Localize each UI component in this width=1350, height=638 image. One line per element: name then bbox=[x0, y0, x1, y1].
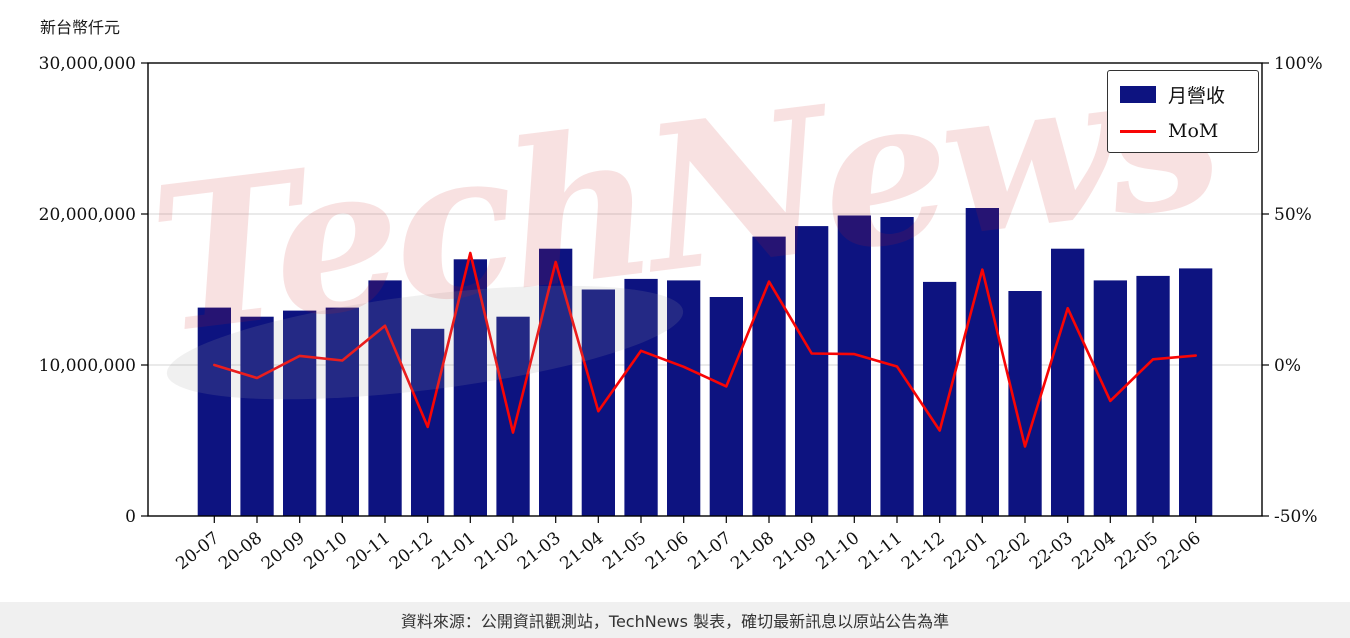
y-left-tick-label: 30,000,000 bbox=[39, 54, 136, 74]
x-tick-label-21-05: 21-05 bbox=[599, 528, 650, 574]
mom-line bbox=[213, 251, 1197, 448]
legend: 月營收 MoM bbox=[1107, 70, 1259, 153]
bar-21-02 bbox=[496, 316, 530, 516]
x-tick-label-20-09: 20-09 bbox=[258, 528, 309, 574]
revenue-swatch-icon bbox=[1120, 86, 1156, 103]
y-left-tick-label: 10,000,000 bbox=[39, 356, 136, 376]
legend-item-revenue: 月營收 bbox=[1120, 81, 1246, 108]
x-tick-label-21-03: 21-03 bbox=[514, 528, 565, 574]
bar-20-09 bbox=[283, 310, 317, 516]
bar-21-06 bbox=[667, 280, 701, 516]
chart-canvas: 0 10,000,000 20,000,000 30,000,000 -50% 0% 50%… bbox=[39, 54, 1323, 574]
x-tick-label-22-02: 22-02 bbox=[983, 528, 1034, 574]
x-tick-label-21-04: 21-04 bbox=[556, 528, 607, 574]
x-tick-label-21-10: 21-10 bbox=[812, 528, 863, 574]
bar-21-07 bbox=[709, 297, 743, 516]
footer-text: 資料來源：公開資訊觀測站，TechNews 製表，確切最新訊息以原站公告為準 bbox=[400, 612, 950, 631]
x-tick-label-21-09: 21-09 bbox=[770, 528, 821, 574]
x-tick-label-21-01: 21-01 bbox=[428, 528, 479, 574]
y-right-tick-label: 100% bbox=[1274, 54, 1323, 74]
x-tick-label-20-12: 20-12 bbox=[386, 528, 437, 574]
revenue-mom-chart: 0 10,000,000 20,000,000 30,000,000 -50% 0% 50%… bbox=[39, 54, 1323, 574]
x-tick-label-22-03: 22-03 bbox=[1026, 528, 1077, 574]
bar-22-06 bbox=[1179, 268, 1213, 516]
legend-revenue-label: 月營收 bbox=[1168, 85, 1226, 107]
x-tick-label-21-12: 21-12 bbox=[898, 528, 949, 574]
legend-item-mom: MoM bbox=[1120, 120, 1246, 142]
y-left-tick-label: 0 bbox=[125, 507, 136, 527]
x-tick-label-21-07: 21-07 bbox=[684, 528, 735, 574]
bar-20-11 bbox=[368, 280, 402, 516]
x-tick-label-21-02: 21-02 bbox=[471, 528, 522, 574]
bar-21-03 bbox=[539, 248, 573, 516]
bar-21-09 bbox=[795, 226, 829, 516]
x-tick-label-21-11: 21-11 bbox=[855, 528, 906, 574]
bar-20-07 bbox=[197, 307, 231, 516]
x-tick-label-20-07: 20-07 bbox=[172, 528, 223, 574]
y-right-tick-label: 50% bbox=[1274, 205, 1312, 225]
bar-21-08 bbox=[752, 236, 786, 516]
y-axis-unit-label: 新台幣仟元 bbox=[40, 18, 121, 37]
x-tick-label-20-11: 20-11 bbox=[343, 528, 394, 574]
x-tick-label-22-05: 22-05 bbox=[1111, 528, 1162, 574]
mom-line-icon bbox=[1120, 129, 1156, 133]
bar-22-03 bbox=[1051, 248, 1085, 516]
bar-22-05 bbox=[1136, 275, 1170, 516]
x-tick-label-22-06: 22-06 bbox=[1154, 528, 1205, 574]
legend-mom-label: MoM bbox=[1168, 120, 1219, 142]
footer: 資料來源：公開資訊觀測站，TechNews 製表，確切最新訊息以原站公告為準 bbox=[0, 602, 1350, 638]
x-tick-label-21-08: 21-08 bbox=[727, 528, 778, 574]
bar-21-10 bbox=[837, 215, 871, 516]
x-tick-label-21-06: 21-06 bbox=[642, 528, 693, 574]
revenue-bars bbox=[197, 208, 1213, 516]
y-left-tick-label: 20,000,000 bbox=[39, 205, 136, 225]
bar-22-01 bbox=[965, 208, 999, 516]
bar-21-12 bbox=[923, 281, 957, 516]
plot-border bbox=[147, 62, 1263, 517]
bar-20-10 bbox=[325, 307, 359, 516]
x-tick-label-20-10: 20-10 bbox=[300, 528, 351, 574]
x-tick-label-22-04: 22-04 bbox=[1068, 528, 1119, 574]
y-right-tick-label: 0% bbox=[1274, 356, 1301, 376]
bar-21-04 bbox=[581, 289, 615, 516]
bar-20-08 bbox=[240, 316, 274, 516]
y-right-tick-label: -50% bbox=[1274, 507, 1318, 527]
bar-21-05 bbox=[624, 278, 658, 516]
x-tick-label-20-08: 20-08 bbox=[215, 528, 266, 574]
x-tick-label-22-01: 22-01 bbox=[940, 528, 991, 574]
